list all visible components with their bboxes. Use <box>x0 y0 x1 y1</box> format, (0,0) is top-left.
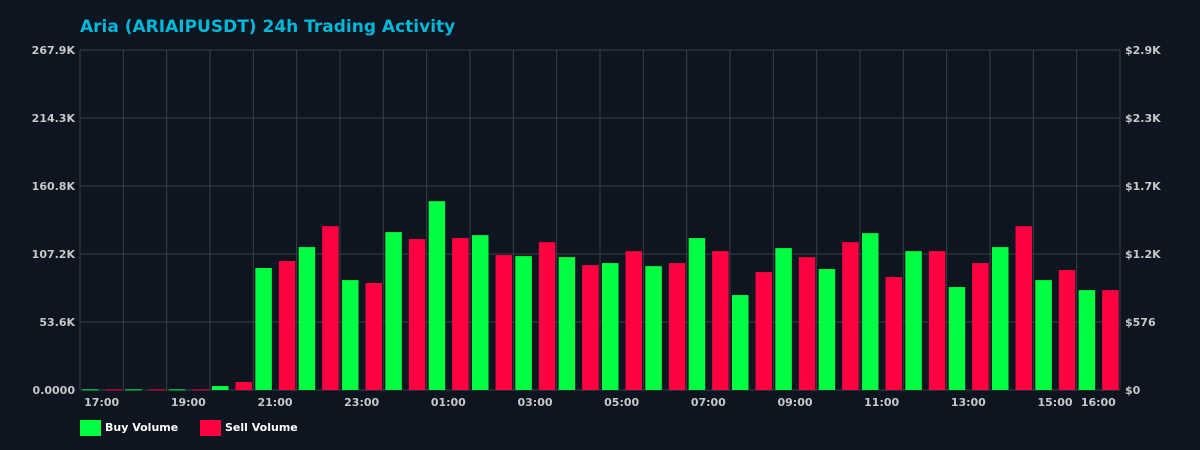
x-tick-label: 21:00 <box>257 396 292 409</box>
sell-volume-bar[interactable] <box>1102 290 1119 390</box>
buy-volume-bar[interactable] <box>82 389 99 391</box>
chart-title: Aria (ARIAIPUSDT) 24h Trading Activity <box>80 17 455 37</box>
sell-volume-bar[interactable] <box>625 251 643 390</box>
y-tick-label: 214.3K <box>32 112 76 125</box>
sell-volume-bar[interactable] <box>192 389 209 391</box>
sell-volume-bar[interactable] <box>712 251 729 390</box>
x-tick-label: 01:00 <box>431 396 466 409</box>
x-tick-label: 09:00 <box>777 396 812 409</box>
buy-volume-bar[interactable] <box>428 201 446 390</box>
buy-volume-bar[interactable] <box>298 247 316 390</box>
sell-volume-bar[interactable] <box>452 238 469 390</box>
sell-volume-bar[interactable] <box>1015 226 1033 390</box>
legend-swatch-sell <box>200 420 221 436</box>
x-tick-label: 11:00 <box>864 396 899 409</box>
sell-volume-bar[interactable] <box>1058 270 1076 390</box>
sell-volume-bar[interactable] <box>148 389 166 391</box>
buy-volume-bar[interactable] <box>255 268 272 390</box>
x-tick-label: 19:00 <box>171 396 206 409</box>
y-axis-left: 0.0000 53.6K 107.2K 160.8K 214.3K 267.9K <box>32 44 76 397</box>
y2-tick-label: $2.9K <box>1125 44 1161 57</box>
buy-volume-bar[interactable] <box>992 247 1009 390</box>
buy-volume-bar[interactable] <box>602 263 619 390</box>
buy-volume-bar[interactable] <box>1035 280 1052 390</box>
buy-volume-bar[interactable] <box>732 295 749 390</box>
buy-volume-bar[interactable] <box>645 266 662 390</box>
y2-tick-label: $0 <box>1125 384 1141 397</box>
sell-volume-bar[interactable] <box>495 255 513 390</box>
y-tick-label: 107.2K <box>32 248 76 261</box>
sell-volume-bar[interactable] <box>235 382 253 390</box>
y2-tick-label: $1.2K <box>1125 248 1161 261</box>
y2-tick-label: $1.7K <box>1125 180 1161 193</box>
sell-volume-bar[interactable] <box>278 261 296 390</box>
sell-volume-bar[interactable] <box>972 263 989 390</box>
buy-volume-bar[interactable] <box>385 232 402 390</box>
x-tick-label: 13:00 <box>951 396 986 409</box>
sell-volume-bar[interactable] <box>365 283 383 390</box>
y-tick-label: 267.9K <box>32 44 76 57</box>
sell-volume-bar[interactable] <box>668 263 686 390</box>
y2-tick-label: $2.3K <box>1125 112 1161 125</box>
legend: Buy Volume Sell Volume <box>80 420 298 436</box>
buy-volume-bar[interactable] <box>775 248 792 390</box>
buy-volume-bar[interactable] <box>1078 290 1096 390</box>
buy-volume-bar[interactable] <box>818 269 836 390</box>
buy-volume-bar[interactable] <box>905 251 922 390</box>
sell-volume-bar[interactable] <box>322 226 339 390</box>
x-tick-label: 15:00 <box>1037 396 1072 409</box>
sell-volume-bar[interactable] <box>105 389 123 391</box>
buy-volume-bar[interactable] <box>948 287 966 390</box>
buy-volume-bar[interactable] <box>125 389 142 391</box>
buy-volume-bar[interactable] <box>558 257 576 390</box>
sell-volume-bar[interactable] <box>582 265 599 390</box>
legend-label-sell: Sell Volume <box>225 421 298 434</box>
y2-tick-label: $576 <box>1125 316 1156 329</box>
x-tick-label: 23:00 <box>344 396 379 409</box>
y-axis-right: $0 $576 $1.2K $1.7K $2.3K $2.9K <box>1125 44 1161 397</box>
sell-volume-bar[interactable] <box>538 242 556 390</box>
y-tick-label: 160.8K <box>32 180 76 193</box>
sell-volume-bar[interactable] <box>842 242 859 390</box>
legend-item-sell[interactable]: Sell Volume <box>200 420 298 436</box>
buy-volume-bar[interactable] <box>472 235 489 390</box>
y-tick-label: 0.0000 <box>33 384 76 397</box>
sell-volume-bar[interactable] <box>798 257 816 390</box>
legend-item-buy[interactable]: Buy Volume <box>80 420 178 436</box>
y-tick-label: 53.6K <box>39 316 75 329</box>
buy-volume-bar[interactable] <box>688 238 706 390</box>
legend-swatch-buy <box>80 420 101 436</box>
x-tick-label: 16:00 <box>1081 396 1116 409</box>
sell-volume-bar[interactable] <box>885 277 903 390</box>
buy-volume-bar[interactable] <box>212 386 229 390</box>
sell-volume-bar[interactable] <box>408 239 426 390</box>
buy-volume-bar[interactable] <box>168 389 186 391</box>
x-tick-label: 05:00 <box>604 396 639 409</box>
bars <box>82 201 1119 391</box>
x-tick-label: 07:00 <box>691 396 726 409</box>
sell-volume-bar[interactable] <box>755 272 773 390</box>
buy-volume-bar[interactable] <box>862 233 879 390</box>
grid <box>79 49 1121 391</box>
legend-label-buy: Buy Volume <box>105 421 178 434</box>
x-axis: 17:00 19:00 21:00 23:00 01:00 03:00 05:00 07:00… <box>84 396 1116 409</box>
buy-volume-bar[interactable] <box>515 256 532 390</box>
buy-volume-bar[interactable] <box>342 280 359 390</box>
x-tick-label: 03:00 <box>517 396 552 409</box>
sell-volume-bar[interactable] <box>928 251 946 390</box>
x-tick-label: 17:00 <box>84 396 119 409</box>
